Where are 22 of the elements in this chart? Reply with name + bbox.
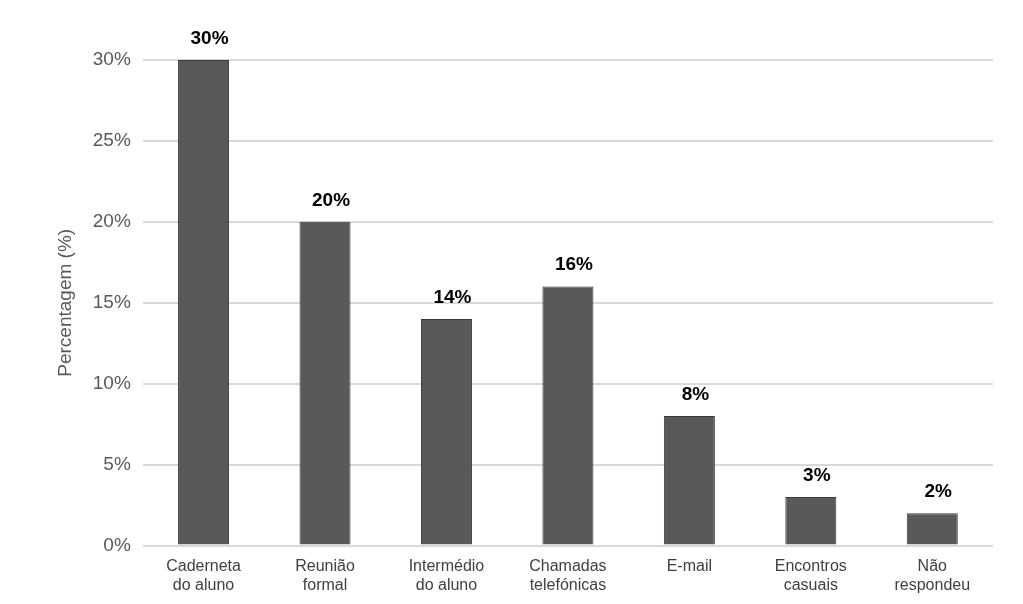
data-label: 14% [433, 285, 472, 307]
x-tick-label: Reunião formal [295, 556, 355, 593]
data-label: 20% [311, 188, 351, 210]
data-label: 8% [681, 382, 710, 404]
x-tick-label: Caderneta do aluno [166, 556, 242, 593]
data-label: 30% [190, 26, 229, 48]
y-tick-label: 30% [92, 48, 131, 70]
x-tick-label: Intermédio do aluno [408, 556, 485, 593]
y-tick-label: 20% [92, 210, 131, 232]
y-tick-label: 25% [92, 129, 131, 151]
y-tick-label: 10% [92, 371, 131, 393]
y-tick-label: 5% [103, 452, 131, 474]
y-tick-label: 0% [103, 533, 131, 555]
x-tick-label: Não respondeu [894, 556, 971, 593]
x-tick-label: E-mail [666, 556, 713, 574]
data-label: 16% [554, 253, 594, 275]
data-label: 3% [803, 463, 831, 485]
y-axis-title: Percentagem (%) [53, 228, 75, 377]
x-tick-label: Encontros casuais [774, 556, 847, 593]
x-tick-label: Chamadas telefónicas [529, 556, 607, 593]
y-tick-label: 15% [92, 291, 131, 313]
data-label: 2% [924, 479, 953, 501]
